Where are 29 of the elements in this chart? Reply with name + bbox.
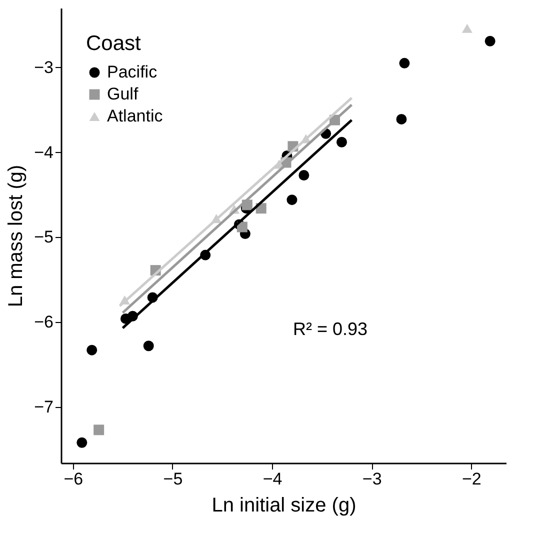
- point: [86, 344, 98, 356]
- point: [484, 36, 496, 46]
- annotation: R² = 0.93: [293, 319, 368, 339]
- point: [298, 170, 310, 180]
- x-tick-label: −5: [163, 470, 183, 488]
- x-axis-title: Ln initial size (g): [212, 494, 356, 516]
- legend-label: Pacific: [107, 62, 158, 82]
- point: [286, 194, 298, 206]
- legend-title: Coast: [86, 32, 142, 55]
- y-tick-label: −6: [34, 312, 54, 332]
- point: [399, 58, 410, 68]
- point: [336, 136, 347, 148]
- y-axis-title: Ln mass lost (g): [5, 164, 28, 308]
- x-tick-label: −2: [462, 470, 482, 488]
- x-tick-label: −4: [262, 470, 282, 488]
- point: [462, 24, 472, 33]
- legend-label: Gulf: [107, 84, 138, 104]
- point: [94, 424, 104, 436]
- point: [143, 340, 154, 352]
- x-tick-label: −6: [64, 470, 84, 488]
- x-tick-label: −3: [362, 470, 382, 488]
- y-tick-label: −3: [34, 58, 54, 77]
- point: [396, 114, 407, 124]
- point: [236, 222, 248, 232]
- y-tick-label: −4: [34, 142, 54, 162]
- y-tick-label: −7: [34, 397, 54, 416]
- y-tick-label: −5: [34, 228, 54, 247]
- point: [76, 437, 88, 448]
- legend-label: Atlantic: [107, 106, 164, 126]
